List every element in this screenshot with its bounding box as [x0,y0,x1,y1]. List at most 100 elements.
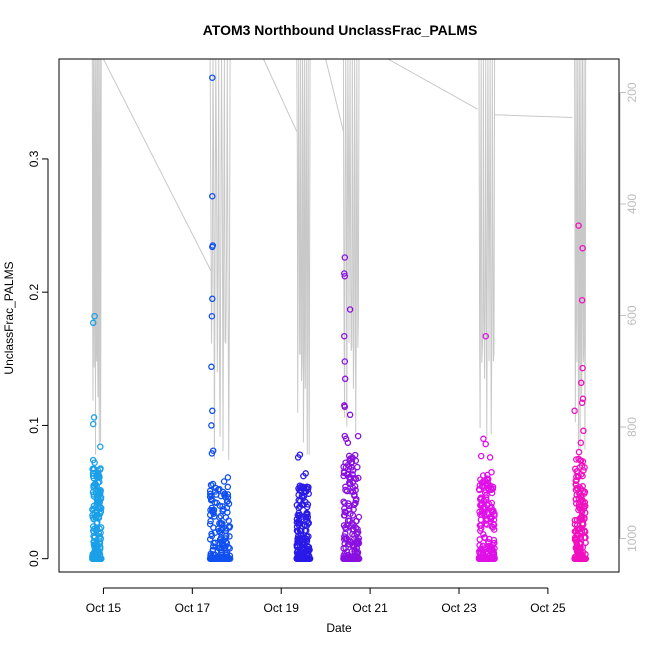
data-point [354,539,362,547]
data-point [91,459,98,466]
data-point [211,499,219,506]
y2-tick-label: 200 [625,82,639,102]
data-point [209,555,216,562]
data-point [224,555,232,562]
data-point [89,488,97,496]
data-point [352,499,359,507]
data-point [344,439,352,447]
data-point [579,395,587,403]
data-point [582,534,589,541]
data-point [341,505,348,512]
data-point [301,521,309,528]
data-point [342,544,349,552]
data-point [219,488,227,496]
data-point [91,312,98,320]
altitude-line-series [79,59,587,461]
data-point [578,496,586,504]
data-point [90,465,98,473]
plot-frame [58,58,620,573]
data-point [208,482,215,489]
data-point [580,427,587,435]
data-point [341,270,348,277]
data-point [490,536,498,544]
data-point [479,542,487,550]
altitude-trace [79,59,587,461]
data-point [208,532,216,540]
data-point [575,222,582,229]
data-point [579,364,586,372]
data-point [476,542,483,549]
data-point [354,432,362,440]
data-point [355,555,363,562]
y-tick-label: 0.2 [27,284,41,301]
data-point [576,490,583,498]
data-point [293,549,301,556]
data-point [225,523,233,530]
data-point [217,546,225,554]
data-point [209,192,216,200]
data-point [477,452,485,460]
data-point [488,507,495,514]
data-point [215,525,222,532]
data-point [349,478,357,486]
data-point [341,403,349,411]
data-point [300,472,307,480]
data-point [341,254,349,261]
data-point [301,544,308,552]
data-point [226,555,234,562]
data-point [91,533,98,541]
y2-tick-label: 800 [625,417,639,437]
data-point [476,522,484,529]
data-point [301,488,309,496]
data-point [303,509,310,517]
y2-tick-label: 600 [625,305,639,325]
data-point [484,480,492,487]
data-point [206,493,214,501]
data-point [342,525,350,533]
data-point [578,462,586,469]
data-point [488,489,496,497]
data-point [582,555,589,562]
data-point [226,533,233,540]
data-point [578,296,586,304]
data-point [224,483,232,491]
transit-line [325,59,344,132]
y-axis-label: UnclassFrac_PALMS [2,261,16,374]
data-point [353,517,360,525]
data-point [216,514,223,521]
data-points [89,74,589,562]
data-point [294,454,302,461]
data-point [578,399,586,407]
data-point [208,312,216,320]
data-point [304,520,312,527]
data-point [351,451,359,459]
data-point [349,512,357,519]
data-point [341,358,349,365]
data-point [298,513,305,520]
data-point [479,472,487,479]
data-point [219,507,227,515]
data-point [476,486,483,494]
data-point [90,474,97,482]
data-point [346,411,354,419]
data-point [97,535,104,542]
data-point [346,473,353,481]
data-point [347,487,354,495]
data-point [89,420,97,428]
data-point [340,512,348,519]
data-point [344,470,352,478]
data-point [341,332,348,340]
data-point [341,375,349,383]
data-point [295,497,302,504]
data-point [220,555,227,562]
y-tick-label: 0.1 [27,417,41,434]
data-point [208,363,215,371]
data-point [206,536,214,543]
data-point [577,379,585,387]
data-point [209,407,216,415]
data-point [340,498,347,505]
data-point [90,502,98,510]
data-point [213,555,221,562]
